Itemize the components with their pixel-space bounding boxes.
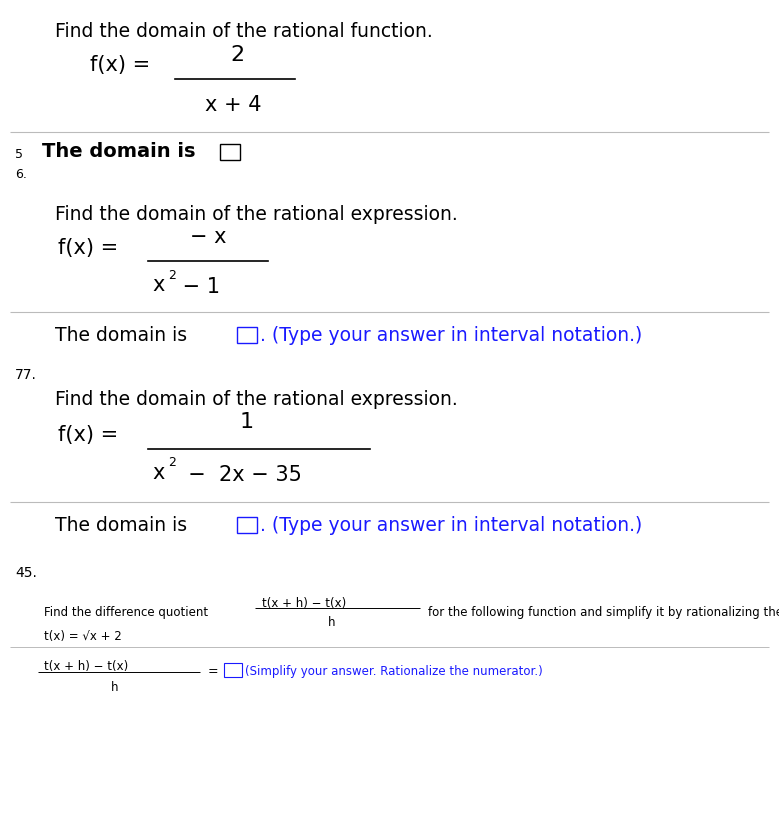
Text: 45.: 45. (15, 565, 37, 579)
Text: 1: 1 (240, 411, 254, 432)
Text: t(x + h) − t(x): t(x + h) − t(x) (262, 596, 346, 609)
Bar (224, 663, 242, 677)
Text: t(x) = √x + 2: t(x) = √x + 2 (44, 629, 122, 642)
Text: (Simplify your answer. Rationalize the numerator.): (Simplify your answer. Rationalize the n… (245, 665, 543, 677)
Text: Find the domain of the rational expression.: Find the domain of the rational expressi… (55, 205, 458, 224)
Bar (237, 328, 257, 344)
Text: . (Type your answer in interval notation.): . (Type your answer in interval notation… (260, 326, 642, 345)
Text: h: h (328, 615, 336, 628)
Text: x + 4: x + 4 (205, 95, 262, 115)
Text: f(x) =: f(x) = (58, 424, 118, 445)
Text: Find the difference quotient: Find the difference quotient (44, 605, 208, 618)
Text: Find the domain of the rational expression.: Find the domain of the rational expressi… (55, 390, 458, 409)
Bar (220, 145, 240, 161)
Text: The domain is: The domain is (55, 326, 187, 345)
Text: . (Type your answer in interval notation.): . (Type your answer in interval notation… (260, 515, 642, 534)
Text: 2: 2 (168, 269, 176, 282)
Text: 77.: 77. (15, 368, 37, 382)
Text: − 1: − 1 (176, 277, 220, 296)
Text: The domain is: The domain is (55, 515, 187, 534)
Text: x: x (152, 463, 164, 482)
Text: h: h (111, 680, 118, 693)
Text: =: = (208, 665, 219, 677)
Text: 2: 2 (230, 45, 244, 65)
Text: 2: 2 (168, 455, 176, 468)
Text: The domain is: The domain is (42, 142, 196, 161)
Text: Find the domain of the rational function.: Find the domain of the rational function… (55, 22, 433, 41)
Text: t(x + h) − t(x): t(x + h) − t(x) (44, 659, 129, 672)
Text: for the following function and simplify it by rationalizing the numerator.: for the following function and simplify … (428, 605, 779, 618)
Bar (237, 518, 257, 533)
Text: − x: − x (190, 227, 227, 247)
Text: 5: 5 (15, 147, 23, 161)
Text: f(x) =: f(x) = (90, 55, 150, 75)
Text: f(x) =: f(x) = (58, 238, 118, 258)
Text: −  2x − 35: − 2x − 35 (175, 464, 302, 484)
Text: 6.: 6. (15, 168, 26, 181)
Text: x: x (152, 274, 164, 295)
